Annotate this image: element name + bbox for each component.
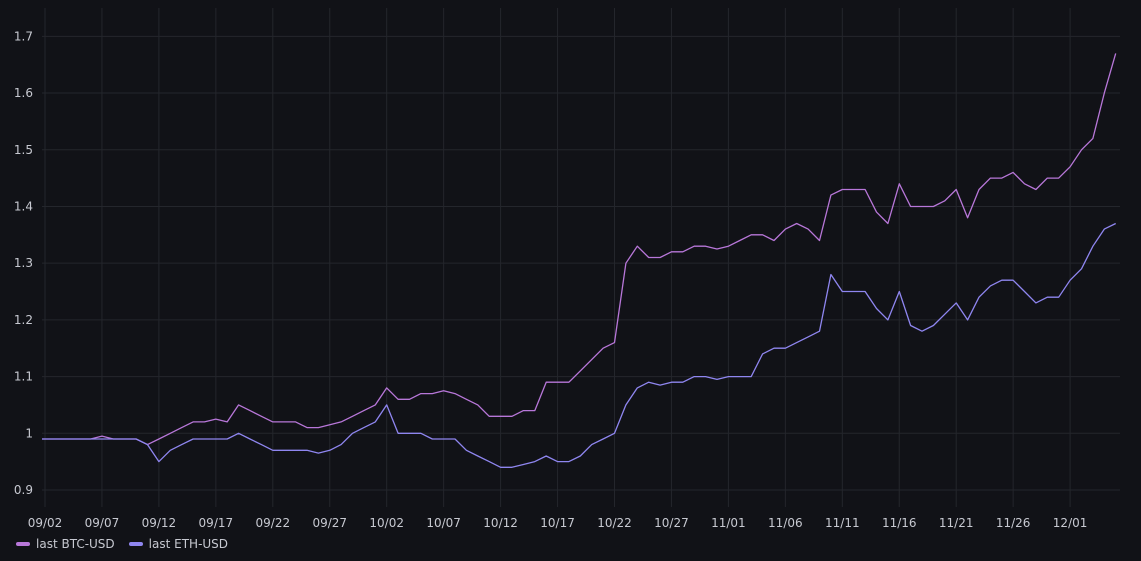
y-tick-label: 0.9	[14, 483, 33, 497]
y-tick-label: 1.7	[14, 29, 33, 43]
x-tick-label: 11/16	[882, 516, 917, 530]
y-tick-label: 1.4	[14, 199, 33, 213]
legend-swatch-btc	[16, 542, 30, 546]
y-tick-label: 1.2	[14, 313, 33, 327]
y-tick-label: 1.5	[14, 143, 33, 157]
legend-item-btc[interactable]: last BTC-USD	[16, 537, 115, 551]
x-tick-label: 11/01	[711, 516, 746, 530]
y-axis-labels: 0.9 1 1.1 1.2 1.3 1.4 1.5 1.6 1.7	[14, 29, 33, 497]
x-tick-label: 11/06	[768, 516, 803, 530]
x-tick-label: 09/07	[85, 516, 120, 530]
y-tick-label: 1.1	[14, 370, 33, 384]
x-tick-label: 11/11	[825, 516, 860, 530]
y-tick-label: 1.6	[14, 86, 33, 100]
legend: last BTC-USD last ETH-USD	[16, 535, 228, 553]
x-axis-labels: 09/02 09/07 09/12 09/17 09/22 09/27 10/02 10/07…	[28, 516, 1088, 530]
line-chart: 0.9 1 1.1 1.2 1.3 1.4 1.5 1.6 1.7 09/02 09/07 09/1…	[14, 8, 1120, 530]
x-tick-label: 10/17	[540, 516, 575, 530]
grid	[42, 8, 1120, 507]
x-tick-label: 09/12	[142, 516, 177, 530]
x-tick-label: 10/27	[654, 516, 689, 530]
legend-item-eth[interactable]: last ETH-USD	[128, 537, 229, 551]
series-lines	[42, 53, 1117, 468]
x-tick-label: 10/12	[483, 516, 518, 530]
x-tick-label: 11/26	[996, 516, 1031, 530]
x-tick-label: 09/17	[199, 516, 234, 530]
legend-swatch-eth	[128, 542, 143, 546]
y-tick-label: 1	[25, 426, 33, 440]
y-tick-label: 1.3	[14, 256, 33, 270]
x-tick-label: 11/21	[939, 516, 974, 530]
series-line-eth	[42, 222, 1116, 468]
x-tick-label: 10/02	[369, 516, 404, 530]
legend-label-eth: last ETH-USD	[148, 537, 229, 551]
x-tick-label: 09/27	[312, 516, 347, 530]
x-tick-label: 10/22	[597, 516, 632, 530]
series-line-btc	[42, 53, 1117, 446]
x-tick-label: 12/01	[1053, 516, 1088, 530]
x-tick-label: 10/07	[426, 516, 461, 530]
x-tick-label: 09/02	[28, 516, 63, 530]
legend-label-btc: last BTC-USD	[36, 537, 115, 551]
x-tick-label: 09/22	[256, 516, 291, 530]
